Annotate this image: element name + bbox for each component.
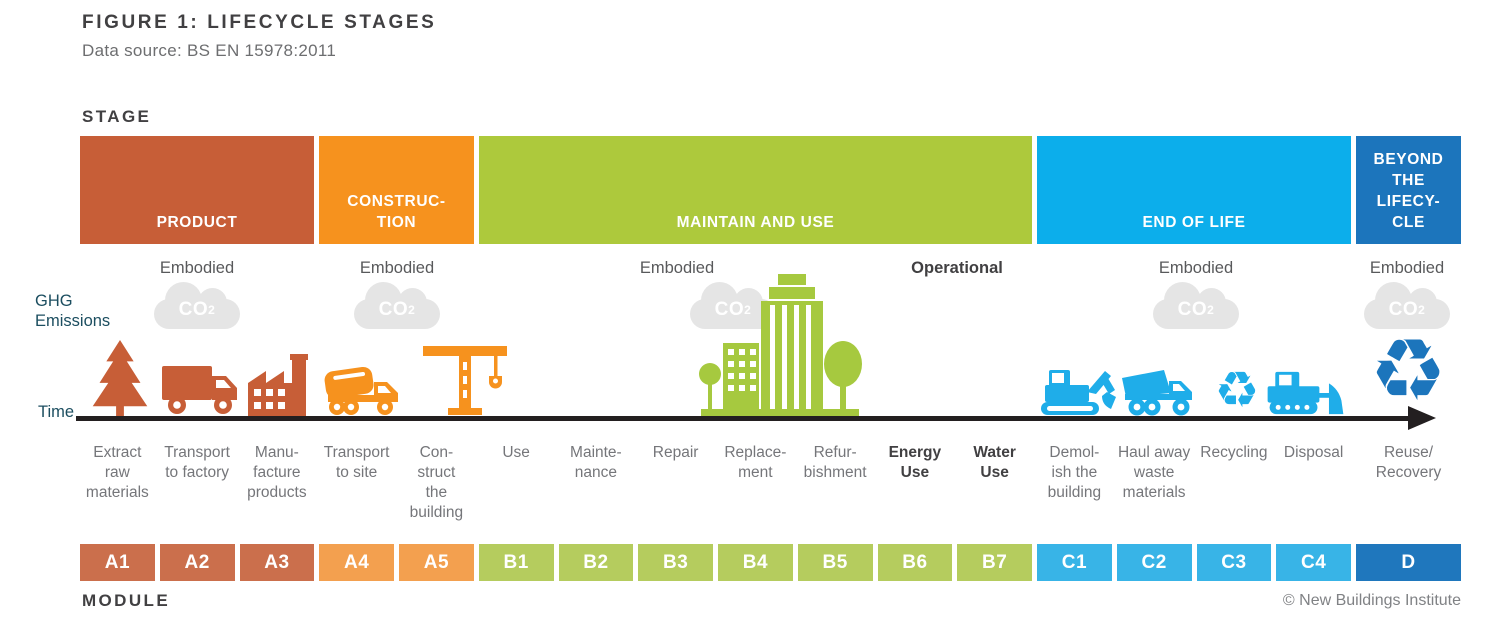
time-axis-arrowhead-icon [1408,406,1436,430]
phase-label-row: Extract raw materials Transport to facto… [80,443,1461,523]
stage-section-label: STAGE [82,107,152,126]
module-section-label: MODULE [82,591,171,610]
tree-icon [84,338,156,416]
copyright-credit: © New Buildings Institute [1282,592,1461,609]
stage-band-label: CONSTRUC- TION [347,193,446,231]
phase-label-water-use: Water Use [973,444,1016,481]
co2-cloud-icon: CO 2 [1153,282,1239,329]
building-city-icon [697,271,863,417]
co2-text: CO 2 [1388,299,1426,320]
module-box-a1: A1 [80,544,155,581]
phase-label-use: Use [502,444,530,461]
recycling-icon: ♻ [1214,361,1260,419]
time-axis-label: Time [38,403,75,421]
co2-text: CO 2 [178,299,216,320]
phase-label-recycling: Recycling [1200,444,1268,461]
module-box-a5: A5 [399,544,474,581]
module-box-c3: C3 [1196,544,1272,581]
stage-row: PRODUCT CONSTRUC- TION MAINTAIN AND USE … [80,136,1461,244]
phase-label-demolish-the-building: Demol- ish the building [1047,444,1102,501]
phase-label-energy-use: Energy Use [888,444,942,481]
phase-label-construct-the-building: Con- struct the building [409,444,464,521]
module-box-c2: C2 [1116,544,1192,581]
co2-cloud-icon: CO 2 [1364,282,1450,329]
phase-label-disposal: Disposal [1283,444,1344,461]
dump-truck-icon [1119,366,1197,416]
module-box-b5: B5 [797,544,873,581]
phase-label-transport-to-site: Transport to site [323,444,390,481]
phase-label-manufacture-products: Manu- facture products [247,444,307,501]
phase-label-refurbishment: Refur- bishment [803,444,867,481]
excavator-icon [1039,366,1117,416]
module-box-b6: B6 [877,544,953,581]
module-box-a2: A2 [159,544,235,581]
module-box-b4: B4 [718,544,793,581]
module-box-c4: C4 [1276,544,1351,581]
phase-label-repair: Repair [652,444,699,461]
phase-label-haul-away-waste-materials: Haul away waste materials [1117,444,1191,501]
phase-label-maintenance: Mainte- nance [570,444,622,481]
cement-mixer-truck-icon [320,362,402,416]
tower-crane-icon [420,336,510,416]
module-box-b7: B7 [957,544,1032,581]
module-box-b2: B2 [558,544,634,581]
stage-band-construction: CONSTRUC- TION [319,136,474,244]
module-box-c1: C1 [1037,544,1112,581]
module-box-a3: A3 [239,544,315,581]
stage-band-label: BEYOND THE LIFECY- CLE [1373,151,1444,231]
ghg-emissions-axis-label: GHG Emissions [35,292,111,330]
stage-band-end-of-life: END OF LIFE [1037,136,1351,244]
delivery-truck-icon [160,362,240,416]
phase-label-transport-to-factory: Transport to factory [164,444,230,481]
stage-band-label: PRODUCT [156,214,238,231]
stage-band-maintain-and-use: MAINTAIN AND USE [479,136,1032,244]
stage-band-label: MAINTAIN AND USE [676,214,835,231]
time-axis [76,416,1412,421]
factory-icon [245,352,317,416]
bulldozer-icon [1264,370,1346,416]
co2-text: CO 2 [1177,299,1215,320]
co2-cloud-icon: CO 2 [354,282,440,329]
emission-type-label: Embodied [639,259,715,277]
emission-type-label-operational: Operational [911,259,1003,277]
emission-type-label: Embodied [359,259,435,277]
stage-band-label: END OF LIFE [1142,214,1246,231]
emission-type-label: Embodied [1158,259,1234,277]
stage-band-beyond-the-lifecycle: BEYOND THE LIFECY- CLE [1356,136,1461,244]
co2-text: CO 2 [714,299,752,320]
co2-cloud-icon: CO 2 [154,282,240,329]
phase-label-reuse-recovery: Reuse/ Recovery [1375,444,1442,481]
module-box-b1: B1 [478,544,554,581]
phase-label-replacement: Replace- ment [724,444,787,481]
data-source: Data source: BS EN 15978:2011 [82,41,337,60]
module-box-a4: A4 [319,544,394,581]
module-box-d: D [1356,544,1461,581]
emission-type-label: Embodied [1369,259,1445,277]
phase-label-extract-raw-materials: Extract raw materials [85,444,149,501]
module-row: A1 A2 A3 A4 A5 B1 B2 B3 B4 B5 B6 B7 C1 C… [80,544,1461,581]
module-box-b3: B3 [638,544,713,581]
figure-title: FIGURE 1: LIFECYCLE STAGES [82,12,437,33]
co2-text: CO 2 [378,299,416,320]
emission-type-label: Embodied [159,259,235,277]
reuse-recovery-recycling-icon: ♻ [1369,321,1447,421]
stage-band-product: PRODUCT [80,136,314,244]
